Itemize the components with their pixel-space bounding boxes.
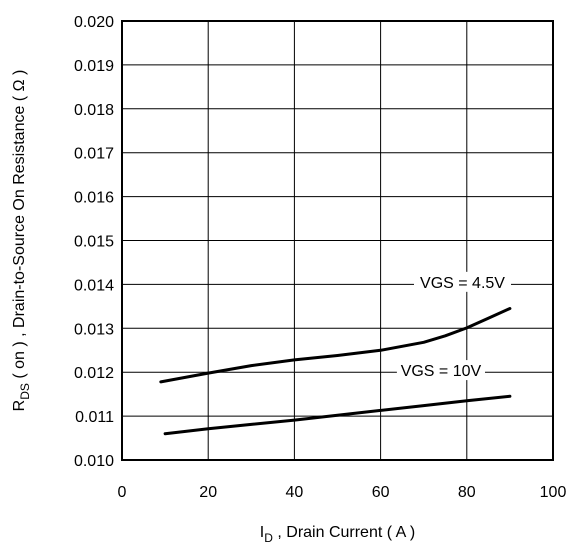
x-tick-label: 20 [199, 484, 217, 501]
y-tick-label: 0.019 [74, 58, 114, 75]
x-tick-labels: 0 20 40 60 80 100 [118, 484, 567, 501]
y-tick-label: 0.014 [74, 277, 114, 294]
x-tick-label: 40 [286, 484, 304, 501]
y-tick-label: 0.018 [74, 102, 114, 119]
y-tick-label: 0.012 [74, 365, 114, 382]
annotation-backdrop [396, 360, 485, 381]
x-tick-label: 100 [540, 484, 567, 501]
x-tick-label: 80 [458, 484, 476, 501]
annotation-vgs-4-5v: VGS = 4.5V [420, 275, 505, 292]
series [159, 307, 512, 436]
y-tick-label: 0.017 [74, 146, 114, 163]
annotations: VGS = 4.5V VGS = 10V [396, 271, 511, 381]
x-axis-label: ID , Drain Current ( A ) [260, 524, 415, 544]
y-tick-label: 0.011 [75, 409, 114, 426]
series-line-vgs-4-5v [159, 307, 512, 384]
grid [121, 20, 554, 461]
x-tick-label: 0 [118, 484, 127, 501]
y-tick-label: 0.013 [74, 321, 114, 338]
annotation-vgs-10v: VGS = 10V [401, 363, 482, 380]
annotation-backdrop [413, 271, 511, 292]
x-tick-label: 60 [372, 484, 390, 501]
y-tick-labels: 0.010 0.011 0.012 0.013 0.014 0.015 0.016 0.017… [74, 14, 114, 470]
y-tick-label: 0.016 [74, 190, 114, 207]
y-axis-label: RDS ( on ) , Drain-to-Source On Resistan… [11, 70, 32, 412]
y-tick-label: 0.020 [74, 14, 114, 31]
y-tick-label: 0.015 [74, 234, 114, 251]
y-tick-label: 0.010 [74, 453, 114, 470]
plot-area-frame [121, 20, 554, 461]
series-line-vgs-10v [163, 394, 512, 436]
